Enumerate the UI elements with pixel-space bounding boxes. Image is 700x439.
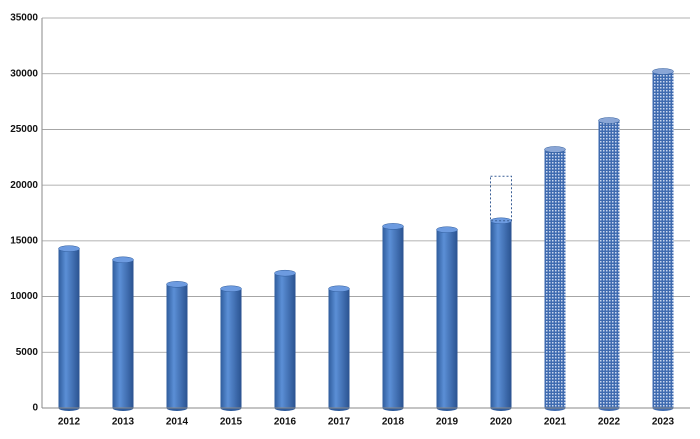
x-tick-label: 2017 [328,417,351,428]
x-tick-label: 2016 [274,417,297,428]
y-tick-label: 15000 [10,235,38,246]
x-tick-label: 2023 [652,417,675,428]
bar [58,248,80,408]
y-tick-label: 30000 [10,68,38,79]
y-tick-label: 20000 [10,180,38,191]
cylinder-top [166,281,188,288]
bar [652,71,674,408]
y-tick-label: 10000 [10,291,38,302]
y-tick-label: 25000 [10,124,38,135]
bar [490,220,512,408]
bar [544,149,566,408]
x-tick-label: 2012 [58,417,81,428]
cylinder-top [58,245,80,252]
y-tick-label: 35000 [10,13,38,24]
cylinder-top [328,285,350,293]
cylinder-top [274,269,296,277]
x-tick-label: 2019 [436,417,459,428]
bar [166,284,188,408]
bar [382,226,404,408]
bar [436,229,458,408]
cylinder-top [112,256,134,264]
cylinder-top [436,226,458,233]
x-tick-label: 2021 [544,417,567,428]
cylinder-top [220,285,242,293]
dashed-target [490,175,512,222]
cylinder-top [652,68,674,75]
x-tick-label: 2015 [220,417,243,428]
cylinder-top [598,117,620,124]
bar [274,273,296,408]
cylinder-top [544,146,566,153]
x-tick-label: 2020 [490,417,513,428]
bar [328,288,350,408]
bar [220,288,242,408]
y-tick-label: 0 [32,403,38,414]
bar [598,120,620,408]
bar [112,259,134,408]
x-tick-label: 2014 [166,417,189,428]
x-tick-label: 2018 [382,417,405,428]
x-tick-label: 2022 [598,417,621,428]
x-tick-label: 2013 [112,417,135,428]
y-tick-label: 5000 [16,347,39,358]
cylinder-top [382,223,404,230]
